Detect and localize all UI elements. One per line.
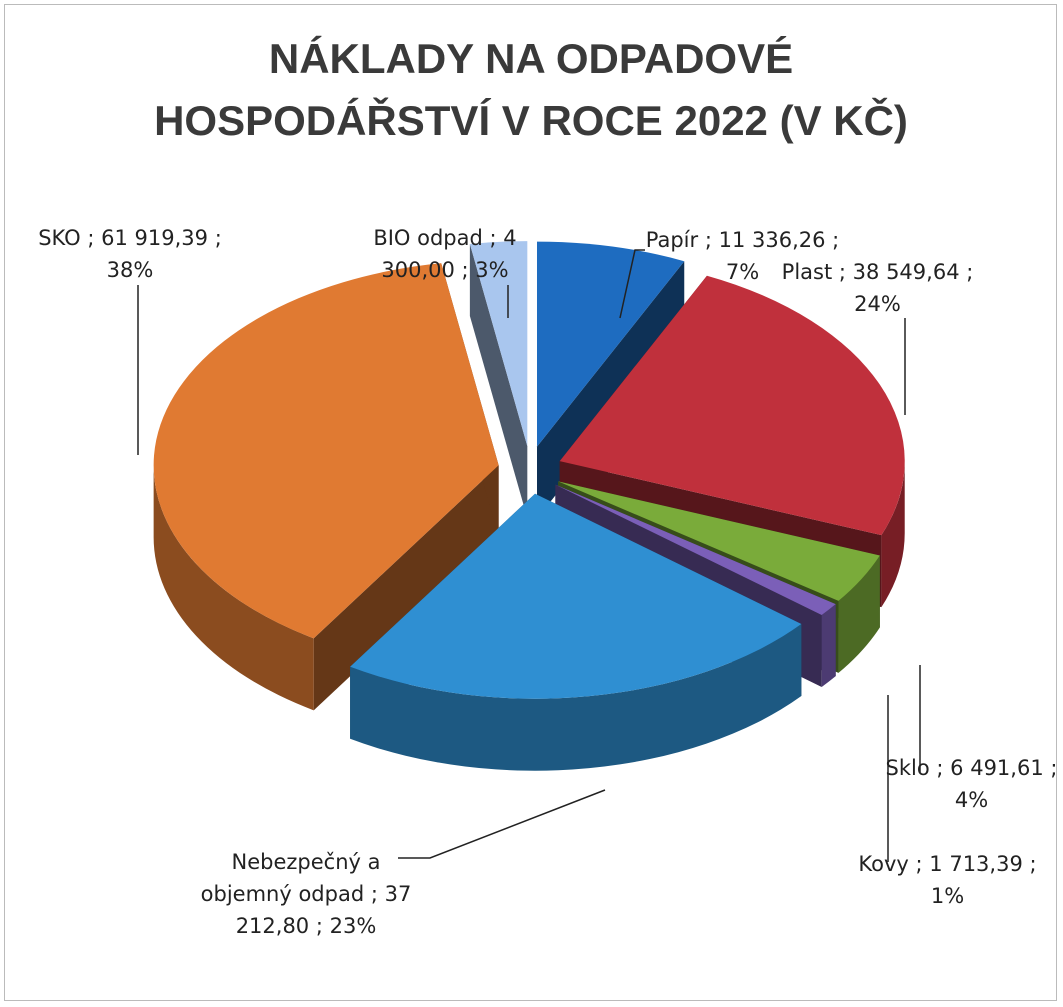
category: Kovy [858,852,909,876]
value-label: 37 212,80 [235,882,412,938]
slice [536,241,685,447]
slice-group [153,263,499,711]
data-label: SKO ; 61 919,39 ; 38% [30,222,230,286]
data-label: Papír ; 11 336,26 ; 7% [640,224,845,288]
percent-label: 1% [930,884,965,908]
slice-group [469,241,528,519]
slice-group [350,493,802,771]
separator: ; [87,226,95,250]
slice-wall [350,624,802,771]
data-label: Kovy ; 1 713,39 ; 1% [850,848,1045,912]
category: Plast [781,260,833,284]
value-label: 4 300,00 [381,226,517,282]
separator: ; [370,882,378,906]
separator: ; [838,260,846,284]
separator: ; [214,226,222,250]
value-label: 61 919,39 [101,226,209,250]
percent-label: 3% [475,258,509,282]
chart-title: NÁKLADY NA ODPADOVÉ HOSPODÁŘSTVÍ V ROCE … [154,35,908,144]
chart-frame [4,4,1057,1001]
percent-label: 7% [725,260,760,284]
slice-wall [838,555,880,673]
separator: ; [832,228,840,252]
separator: ; [315,914,323,938]
separator: ; [461,258,469,282]
leader-line [619,249,645,319]
slice [469,241,528,447]
data-label: Nebezpečný a objemný odpad ; 37 212,80 ;… [200,846,412,942]
slice-wall [821,604,836,687]
data-label: Plast ; 38 549,64 ; 24% [775,256,980,320]
percent-label: 4% [954,788,989,812]
percent-label: 23% [329,914,377,938]
slice [350,493,802,699]
value-label: 1 713,39 [929,852,1023,876]
category: Papír [645,228,699,252]
leader-line [398,789,606,859]
category: SKO [38,226,81,250]
slice [558,481,880,601]
data-label: Sklo ; 6 491,61 ; 4% [880,752,1063,816]
separator: ; [915,852,923,876]
slice [555,484,836,615]
separator: ; [489,226,497,250]
percent-label: 38% [106,258,154,282]
slice-side [469,243,528,519]
category: Nebezpečný a objemný odpad [200,850,381,906]
separator: ; [966,260,974,284]
separator: ; [704,228,712,252]
data-label: BIO odpad ; 4 300,00 ; 3% [355,222,535,286]
slice-side [313,465,499,711]
separator: ; [1029,852,1037,876]
separator: ; [1050,756,1058,780]
slice [559,275,905,536]
value-label: 11 336,26 [718,228,826,252]
slice-wall [881,461,905,608]
slice-wall [153,465,314,711]
category: Sklo [885,756,930,780]
value-label: 38 549,64 [852,260,960,284]
category: BIO odpad [373,226,483,250]
slice [153,263,499,639]
separator: ; [936,756,944,780]
value-label: 6 491,61 [950,756,1044,780]
percent-label: 24% [854,292,901,316]
